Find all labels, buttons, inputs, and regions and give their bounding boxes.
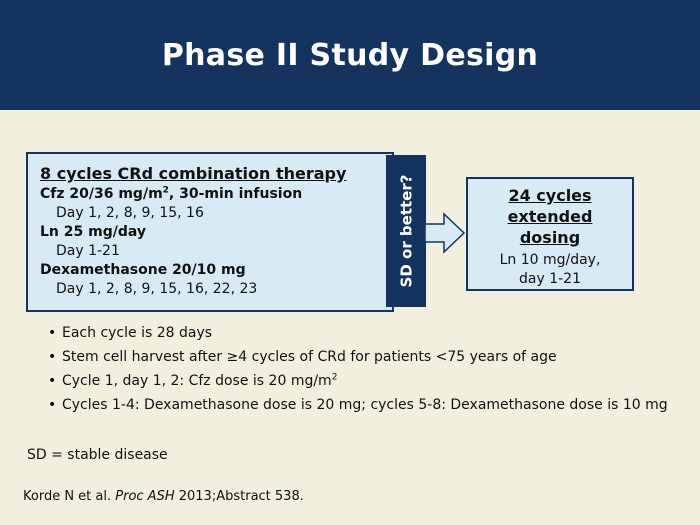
cfz-infusion-text: , 30-min infusion: [168, 186, 303, 202]
list-item: • Cycles 1-4: Dexamethasone dose is 20 mg…: [46, 396, 686, 415]
extended-title-line-2: extended: [507, 207, 593, 226]
list-item: • Each cycle is 28 days: [46, 324, 686, 343]
note-text: Each cycle is 28 days: [62, 325, 213, 341]
list-item: • Stem cell harvest after ≥4 cycles of CR…: [46, 348, 686, 367]
note-text: Cycle 1, day 1, 2: Cfz dose is 20 mg/m: [62, 373, 332, 389]
response-criterion-bar: SD or better?: [386, 155, 426, 307]
note-text: Cycles 1-4: Dexamethasone dose is 20 mg;…: [62, 397, 668, 413]
extended-detail: Ln 10 mg/day, day 1-21: [468, 251, 632, 289]
citation-details: 2013;Abstract 538.: [174, 489, 304, 504]
drug-ln-schedule: Day 1-21: [56, 243, 120, 259]
citation-authors: Korde N et al.: [23, 489, 116, 504]
extended-dosing-box: 24 cycles extended dosing Ln 10 mg/day, …: [466, 177, 634, 291]
response-criterion-label: SD or better?: [397, 174, 415, 288]
drug-cfz-schedule: Day 1, 2, 8, 9, 15, 16: [56, 205, 204, 221]
note-text: Stem cell harvest after ≥4 cycles of CRd…: [62, 349, 557, 365]
cfz-dose-superscript: 2: [162, 185, 169, 196]
drug-dexamethasone-schedule: Day 1, 2, 8, 9, 15, 16, 22, 23: [56, 281, 258, 297]
bullet-icon: •: [48, 373, 57, 389]
list-item: • Cycle 1, day 1, 2: Cfz dose is 20 mg/m2: [46, 372, 686, 391]
cfz-dose-text: Cfz 20/36 mg/m: [40, 186, 163, 202]
drug-ln: Ln 25 mg/day: [40, 224, 147, 240]
flow-arrow-icon: [424, 212, 466, 254]
abbreviation-note: SD = stable disease: [27, 447, 168, 463]
note-superscript: 2: [331, 372, 338, 383]
drug-dexamethasone: Dexamethasone 20/10 mg: [40, 262, 246, 278]
slide-title: Phase II Study Design: [161, 37, 539, 73]
drug-cfz: Cfz 20/36 mg/m2, 30-min infusion: [40, 185, 392, 204]
extended-detail-line-2: day 1-21: [519, 271, 581, 287]
therapy-box-title: 8 cycles CRd combination therapy: [40, 164, 347, 183]
notes-list: • Each cycle is 28 days • Stem cell harves…: [46, 324, 686, 420]
citation: Korde N et al. Proc ASH 2013;Abstract 53…: [23, 489, 304, 504]
title-bar: Phase II Study Design: [0, 0, 700, 110]
extended-detail-line-1: Ln 10 mg/day,: [499, 252, 601, 268]
extended-title-line-1: 24 cycles: [508, 186, 592, 205]
bullet-icon: •: [48, 349, 57, 365]
extended-title-line-3: dosing: [519, 228, 581, 247]
bullet-icon: •: [48, 397, 57, 413]
combination-therapy-box: 8 cycles CRd combination therapy Cfz 20/…: [26, 152, 394, 312]
bullet-icon: •: [48, 325, 57, 341]
citation-journal: Proc ASH: [115, 489, 175, 504]
